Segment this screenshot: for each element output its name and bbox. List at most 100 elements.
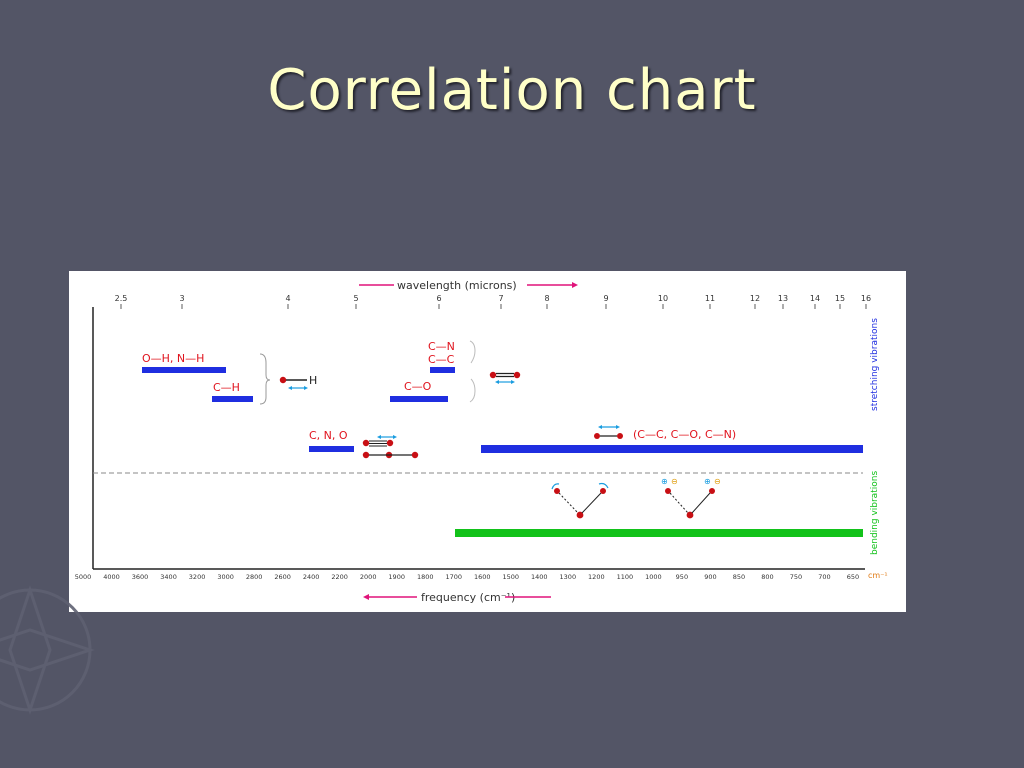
wavelength-tick-label: 3: [179, 294, 184, 303]
wavelength-tick-label: 12: [750, 294, 760, 303]
frequency-tick-label: 650: [847, 573, 859, 581]
atom-icon: [665, 488, 671, 494]
wavelength-tick-label: 10: [658, 294, 668, 303]
atom-icon: [576, 511, 584, 519]
frequency-tick-label: 1200: [588, 573, 605, 581]
label-ch: C—H: [213, 381, 240, 394]
stretch-arrow-right-head: [616, 425, 620, 429]
brace-right-top: [469, 340, 476, 364]
atom-icon: [594, 433, 600, 439]
label-cn-triple: C—N: [428, 340, 455, 353]
label-cc-triple: C—C: [428, 353, 455, 366]
wavelength-tick-label: 2.5: [115, 294, 128, 303]
stretch-arrow-left-head: [598, 425, 602, 429]
frequency-tick-label: 3200: [189, 573, 206, 581]
frequency-tick-label: 1500: [503, 573, 520, 581]
atom-icon: [386, 439, 394, 447]
band-ch: [212, 396, 253, 402]
stretch-arrow-left-head: [288, 386, 292, 390]
wavelength-tick-label: 8: [544, 294, 549, 303]
frequency-tick-label: 2200: [331, 573, 348, 581]
frequency-tick-label: 700: [818, 573, 830, 581]
label-triple-atoms: C, N, O: [309, 429, 348, 442]
wavelength-tick-label: 14: [810, 294, 820, 303]
out-of-plane-icon: ⊖: [671, 477, 678, 486]
wavelength-tick-label: 11: [705, 294, 715, 303]
band-triple: [430, 367, 455, 373]
wavelength-label: wavelength (microns): [397, 279, 517, 292]
atom-icon: [362, 451, 370, 459]
atom-icon: [489, 371, 497, 379]
bend-bond-line: [581, 492, 602, 514]
frequency-tick-label: 1000: [645, 573, 662, 581]
atom-icon: [600, 488, 606, 494]
bend-bond-line: [558, 492, 579, 514]
stretch-arrow-right-head: [393, 435, 397, 439]
frequency-tick-label: 4000: [103, 573, 120, 581]
wavelength-tick-label: 6: [436, 294, 441, 303]
label-stretching: stretching vibrations: [870, 318, 880, 411]
wavelength-tick-label: 13: [778, 294, 788, 303]
frequency-tick-label: 1400: [531, 573, 548, 581]
frequency-tick-label: 5000: [75, 573, 92, 581]
wavelength-tick-label: 4: [285, 294, 290, 303]
frequency-tick-label: 1100: [617, 573, 634, 581]
band-single-bonds: [481, 445, 863, 453]
stretch-arrow-right-head: [511, 380, 515, 384]
correlation-chart: wavelength (microns) 2.5 3 4 5 6 7 8 9 10 11 12 13 1…: [69, 271, 906, 612]
wavelength-tick-label: 7: [498, 294, 503, 303]
label-single-bonds: (C—C, C—O, C—N): [633, 428, 736, 441]
frequency-tick-label: 2600: [274, 573, 291, 581]
frequency-tick-label: 2800: [246, 573, 263, 581]
wavelength-tick-label: 5: [353, 294, 358, 303]
out-of-plane-icon: ⊕: [661, 477, 668, 486]
compass-watermark-icon: [0, 585, 95, 715]
atom-c-icon: [279, 376, 287, 384]
frequency-tick-label: 3000: [217, 573, 234, 581]
brace-right-bottom: [469, 378, 476, 403]
atom-icon: [686, 511, 694, 519]
frequency-tick-label: 2400: [303, 573, 320, 581]
frequency-tick-label: 1700: [445, 573, 462, 581]
atom-icon: [362, 439, 370, 447]
frequency-tick-label: 1800: [417, 573, 434, 581]
slide-title: Correlation chart: [267, 58, 757, 123]
band-co-double: [390, 396, 448, 402]
wavelength-arrow-head: [572, 282, 578, 288]
band-triple-atoms: [309, 446, 354, 452]
brace-left: [259, 353, 271, 405]
out-of-plane-icon: ⊖: [714, 477, 721, 486]
frequency-tick-label: 1600: [474, 573, 491, 581]
frequency-tick-label: 850: [733, 573, 745, 581]
frequency-tick-label: 3600: [132, 573, 149, 581]
stretch-arrow-left-head: [495, 380, 499, 384]
frequency-ticks: 5000 4000 3600 3400 3200 3000 2800 2600 2400 2200…: [75, 573, 859, 581]
frequency-tick-label: 800: [761, 573, 773, 581]
frequency-label: frequency (cm⁻¹): [421, 591, 515, 604]
frequency-tick-label: 1300: [560, 573, 577, 581]
wavelength-tick-label: 16: [861, 294, 871, 303]
bend-bond-line: [669, 492, 689, 514]
wavelength-tick-label: 15: [835, 294, 845, 303]
frequency-tick-label: 900: [704, 573, 716, 581]
atom-icon: [709, 488, 715, 494]
frequency-tick-label: 1900: [388, 573, 405, 581]
bend-bond-line: [691, 492, 711, 514]
stretch-arrow-left-head: [377, 435, 381, 439]
atom-icon: [411, 451, 419, 459]
frequency-tick-label: 750: [790, 573, 802, 581]
band-bending: [455, 529, 863, 537]
h-atom-label: H: [309, 374, 317, 387]
frequency-tick-label: 2000: [360, 573, 377, 581]
wavelength-tick-label: 9: [603, 294, 608, 303]
label-oh-nh: O—H, N—H: [142, 352, 204, 365]
atom-icon: [513, 371, 521, 379]
unit-right: cm⁻¹: [868, 571, 888, 580]
label-co-double: C—O: [404, 380, 432, 393]
wavelength-ticks: 2.5 3 4 5 6 7 8 9 10 11 12 13 14 15 16: [115, 294, 871, 309]
band-oh-nh: [142, 367, 226, 373]
frequency-arrow-head: [363, 594, 369, 600]
bend-arrow-icon: [598, 482, 609, 489]
stretch-arrow-right-head: [304, 386, 308, 390]
out-of-plane-icon: ⊕: [704, 477, 711, 486]
